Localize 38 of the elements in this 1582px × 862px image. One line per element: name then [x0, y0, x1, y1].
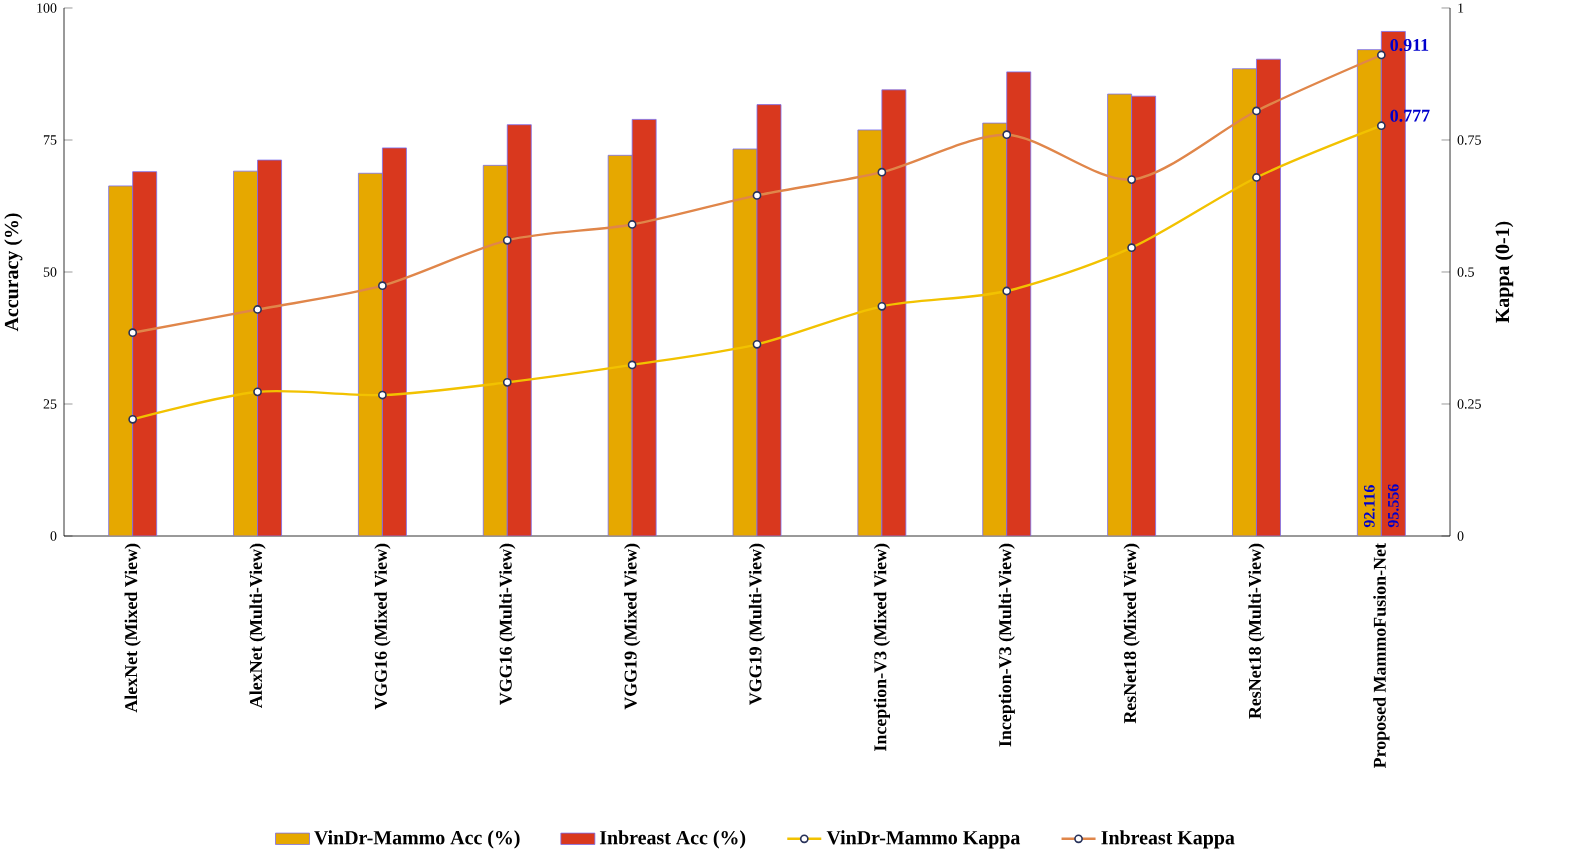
bar — [132, 171, 158, 536]
legend-label: VinDr-Mammo Kappa — [826, 830, 1021, 849]
bar — [982, 122, 1008, 536]
bar — [257, 159, 282, 536]
bar — [1107, 93, 1133, 536]
bar — [506, 124, 532, 536]
bar — [857, 129, 883, 536]
bar — [881, 89, 907, 536]
x-tick-label: AlexNet (Mixed View) — [124, 543, 141, 713]
x-tick-label: Proposed MammoFusion-Net — [1373, 543, 1390, 769]
bar — [1131, 95, 1157, 536]
bar — [607, 154, 633, 536]
legend-label: Inbreast Kappa — [1101, 830, 1235, 849]
bar — [1232, 68, 1257, 536]
y2-axis-title: Kappa (0-1) — [1495, 221, 1514, 323]
x-tick-label: Inception-V3 (Mixed View) — [873, 543, 890, 751]
bar — [1256, 58, 1281, 536]
bar — [756, 104, 782, 536]
bar — [482, 164, 508, 536]
bar — [631, 119, 657, 536]
bar — [732, 148, 758, 536]
x-tick-label: VGG16 (Mixed View) — [374, 543, 391, 710]
x-tick-label: VGG16 (Multi-View) — [499, 543, 516, 706]
legend-label: Inbreast Acc (%) — [599, 830, 746, 849]
bar — [358, 172, 383, 536]
bar — [233, 170, 258, 536]
bar — [108, 185, 134, 536]
x-tick-label: AlexNet (Multi-View) — [249, 543, 266, 708]
x-tick-label: VGG19 (Multi-View) — [748, 543, 766, 706]
legend-label: VinDr-Mammo Acc (%) — [314, 830, 520, 849]
bar — [1006, 71, 1032, 536]
x-tick-label: Inception-V3 (Multi-View) — [998, 543, 1015, 747]
x-tick-label: ResNet18 (Multi-View) — [1248, 543, 1265, 719]
bar — [382, 147, 407, 536]
bar — [1356, 49, 1382, 536]
x-tick-label: VGG19 (Mixed View) — [624, 543, 641, 710]
y-axis-title: Accuracy (%) — [4, 213, 23, 332]
x-tick-label: ResNet18 (Mixed View) — [1123, 543, 1140, 724]
